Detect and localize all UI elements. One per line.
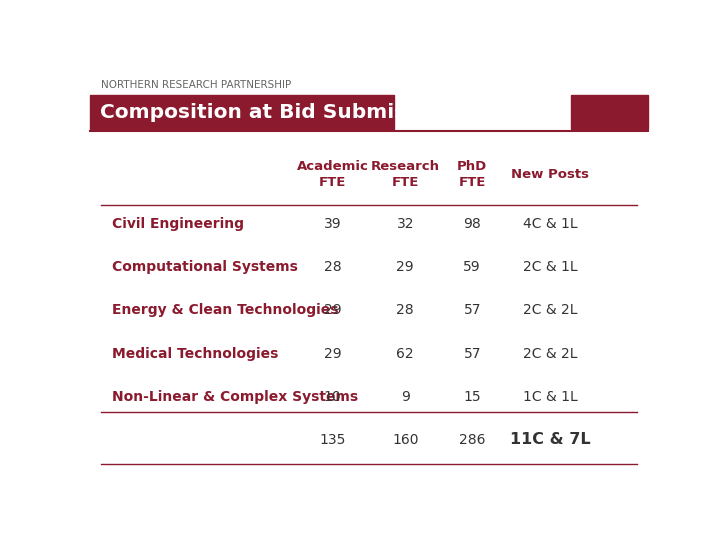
Text: 2C & 1L: 2C & 1L — [523, 260, 577, 274]
Text: 4C & 1L: 4C & 1L — [523, 217, 577, 231]
Text: 2C & 2L: 2C & 2L — [523, 347, 577, 361]
Text: 135: 135 — [320, 433, 346, 447]
Text: 15: 15 — [464, 390, 481, 404]
Text: 57: 57 — [464, 347, 481, 361]
Text: Academic
FTE: Academic FTE — [297, 160, 369, 190]
Text: Non-Linear & Complex Systems: Non-Linear & Complex Systems — [112, 390, 359, 404]
Text: 286: 286 — [459, 433, 485, 447]
Text: PhD
FTE: PhD FTE — [457, 160, 487, 190]
Text: 98: 98 — [464, 217, 481, 231]
Text: 59: 59 — [464, 260, 481, 274]
Text: 10: 10 — [324, 390, 341, 404]
Text: NORTHERN RESEARCH PARTNERSHIP: NORTHERN RESEARCH PARTNERSHIP — [101, 80, 292, 90]
Text: 29: 29 — [324, 303, 341, 317]
Text: 2C & 2L: 2C & 2L — [523, 303, 577, 317]
Text: Civil Engineering: Civil Engineering — [112, 217, 244, 231]
Bar — [90, 95, 394, 129]
Text: Research
FTE: Research FTE — [371, 160, 440, 190]
Text: Composition at Bid Submission: Composition at Bid Submission — [100, 103, 454, 122]
Text: 160: 160 — [392, 433, 418, 447]
Text: Energy & Clean Technologies: Energy & Clean Technologies — [112, 303, 339, 317]
Text: 1C & 1L: 1C & 1L — [523, 390, 577, 404]
Text: 39: 39 — [324, 217, 341, 231]
Text: 29: 29 — [397, 260, 414, 274]
Text: 9: 9 — [401, 390, 410, 404]
Text: 11C & 7L: 11C & 7L — [510, 433, 590, 447]
Text: Medical Technologies: Medical Technologies — [112, 347, 279, 361]
Text: 57: 57 — [464, 303, 481, 317]
Text: Computational Systems: Computational Systems — [112, 260, 298, 274]
Bar — [571, 95, 648, 129]
Text: 28: 28 — [397, 303, 414, 317]
Text: 62: 62 — [397, 347, 414, 361]
Text: 29: 29 — [324, 347, 341, 361]
Text: 32: 32 — [397, 217, 414, 231]
Text: 28: 28 — [324, 260, 341, 274]
Text: New Posts: New Posts — [511, 168, 590, 181]
